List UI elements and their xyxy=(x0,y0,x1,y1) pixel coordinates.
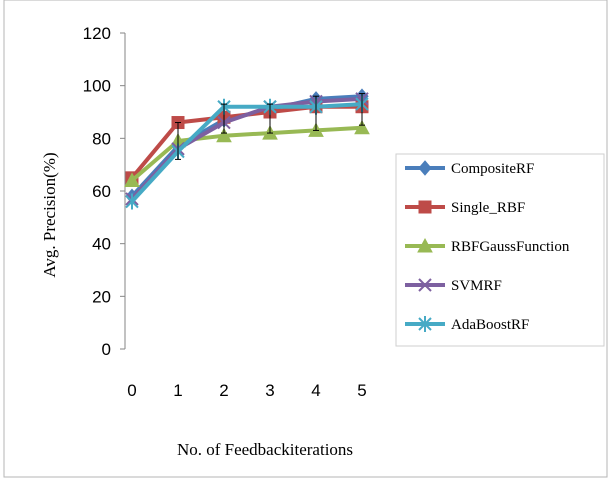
marker-shape xyxy=(125,193,139,210)
legend-marker xyxy=(418,316,432,332)
legend-item: SVMRF xyxy=(405,278,502,294)
x-tick-label: 2 xyxy=(219,381,228,400)
legend-item: RBFGaussFunction xyxy=(405,237,570,255)
x-tick-label: 5 xyxy=(357,381,366,400)
x-tick-label: 4 xyxy=(311,381,320,400)
y-tick-label: 100 xyxy=(83,77,111,96)
data-point xyxy=(216,127,232,143)
marker-shape xyxy=(418,160,432,176)
error-bar xyxy=(313,95,319,131)
data-point xyxy=(354,119,370,135)
y-tick-label: 120 xyxy=(83,24,111,43)
error-bar xyxy=(267,103,273,134)
legend-marker xyxy=(418,200,432,214)
legend-label: Single_RBF xyxy=(451,200,525,216)
legend-label: RBFGaussFunction xyxy=(451,239,570,255)
data-point xyxy=(125,193,139,210)
marker-shape xyxy=(216,127,232,143)
marker-shape xyxy=(418,316,432,332)
x-tick-label: 0 xyxy=(127,381,136,400)
marker-shape xyxy=(417,237,433,253)
error-bar xyxy=(175,122,181,160)
y-tick-label: 80 xyxy=(92,129,111,148)
series-line xyxy=(130,102,363,203)
y-tick-label: 60 xyxy=(92,182,111,201)
legend: CompositeRF Single_RBF RBFGaussFunction SVM… xyxy=(405,160,570,333)
legend-label: AdaBoostRF xyxy=(451,317,529,333)
marker-shape xyxy=(418,200,432,214)
error-bar xyxy=(221,103,227,134)
x-tick-label: 1 xyxy=(173,381,182,400)
marker-shape xyxy=(354,119,370,135)
series-line xyxy=(130,125,363,182)
marker-shape xyxy=(124,172,140,187)
legend-label: CompositeRF xyxy=(451,161,534,177)
y-tick-label: 0 xyxy=(102,340,111,359)
legend-marker xyxy=(418,278,432,292)
y-tick-label: 20 xyxy=(92,287,111,306)
legend-item: CompositeRF xyxy=(405,160,534,177)
error-bar xyxy=(359,93,365,126)
legend-marker xyxy=(418,160,432,176)
data-point xyxy=(124,172,140,187)
x-tick-label: 3 xyxy=(265,381,274,400)
plot-area: 0 20 40 60 80 100 120 0 1 2 3 4 5 xyxy=(83,24,370,400)
y-axis-title: Avg. Precision(%) xyxy=(40,152,59,277)
legend-item: AdaBoostRF xyxy=(405,316,529,333)
legend-marker xyxy=(417,237,433,253)
legend-item: Single_RBF xyxy=(405,200,525,216)
x-axis-title: No. of Feedbackiterations xyxy=(177,440,353,459)
y-tick-label: 40 xyxy=(92,235,111,254)
legend-label: SVMRF xyxy=(451,278,502,294)
marker-shape xyxy=(418,278,432,292)
